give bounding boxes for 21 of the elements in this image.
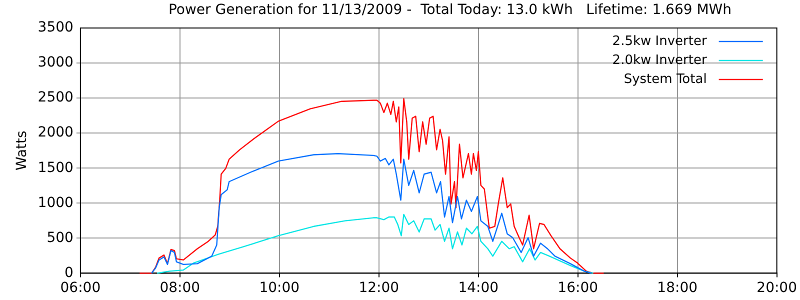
- y-tick-label: 1500: [38, 160, 74, 176]
- legend-label: 2.0kw Inverter: [612, 52, 708, 68]
- x-tick-label: 14:00: [458, 280, 499, 296]
- y-tick-label: 3500: [38, 20, 74, 36]
- y-tick-label: 2000: [38, 124, 74, 141]
- x-tick-label: 06:00: [60, 280, 101, 296]
- legend-label: System Total: [624, 72, 707, 87]
- y-tick-label: 0: [64, 264, 74, 281]
- x-tick-label: 12:00: [358, 280, 400, 296]
- y-tick-label: 500: [46, 230, 74, 246]
- legend-label: 2.5kw Inverter: [612, 34, 708, 49]
- chart-title: Power Generation for 11/13/2009 - Total Today: 13.0 kWh Lifetime: 1.669 MWh: [167, 2, 733, 18]
- y-tick-label: 3000: [38, 54, 74, 71]
- y-tick-label: 2500: [38, 90, 74, 106]
- x-tick-label: 16:00: [558, 280, 598, 296]
- x-tick-label: 18:00: [657, 280, 698, 296]
- x-tick-label: 08:00: [160, 280, 200, 296]
- x-tick-label: 20:00: [756, 280, 798, 296]
- x-tick-label: 10:00: [259, 280, 300, 296]
- y-tick-label: 1000: [38, 194, 74, 211]
- y-axis-title: Watts: [14, 130, 30, 171]
